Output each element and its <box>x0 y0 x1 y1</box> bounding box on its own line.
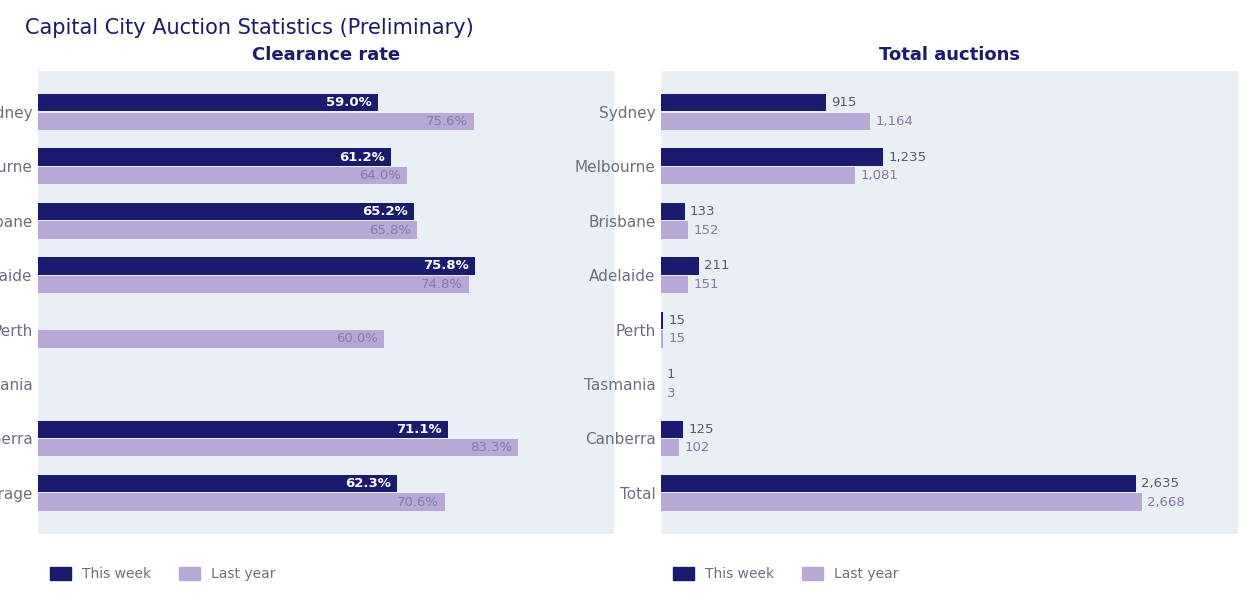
Text: 75.8%: 75.8% <box>424 260 469 272</box>
Text: 2,635: 2,635 <box>1141 477 1179 490</box>
Text: 64.0%: 64.0% <box>359 169 401 182</box>
Text: 151: 151 <box>694 278 719 291</box>
Text: 1,164: 1,164 <box>876 114 914 127</box>
Text: 61.2%: 61.2% <box>339 151 385 164</box>
Text: 152: 152 <box>694 224 719 237</box>
Bar <box>38 113 474 130</box>
Text: 62.3%: 62.3% <box>345 477 391 490</box>
Bar <box>38 439 518 457</box>
Bar <box>660 257 699 275</box>
Text: 65.2%: 65.2% <box>362 205 408 218</box>
Bar <box>38 221 418 239</box>
Text: 15: 15 <box>669 314 686 327</box>
Text: 60.0%: 60.0% <box>336 333 377 345</box>
Text: 1: 1 <box>666 368 675 381</box>
Text: 83.3%: 83.3% <box>470 441 512 454</box>
Text: 65.8%: 65.8% <box>369 224 411 237</box>
Text: 211: 211 <box>704 260 730 272</box>
Legend: This week, Last year: This week, Last year <box>668 562 904 587</box>
Bar <box>660 113 870 130</box>
Bar <box>660 439 679 457</box>
Text: 70.6%: 70.6% <box>398 496 439 509</box>
Text: 75.6%: 75.6% <box>426 114 468 127</box>
Bar <box>38 167 406 184</box>
Text: 915: 915 <box>831 96 856 109</box>
Legend: This week, Last year: This week, Last year <box>45 562 281 587</box>
Bar <box>660 94 825 111</box>
Bar <box>660 167 855 184</box>
Bar <box>660 276 688 293</box>
Bar <box>660 312 664 329</box>
Bar <box>660 203 685 220</box>
Title: Total auctions: Total auctions <box>879 46 1020 64</box>
Text: 71.1%: 71.1% <box>396 423 442 436</box>
Text: 1,081: 1,081 <box>861 169 899 182</box>
Text: 125: 125 <box>689 423 714 436</box>
Bar <box>38 276 469 293</box>
Text: 2,668: 2,668 <box>1148 496 1185 509</box>
Text: 3: 3 <box>666 387 675 400</box>
Bar <box>660 148 884 166</box>
Text: 59.0%: 59.0% <box>326 96 372 109</box>
Bar <box>660 330 664 347</box>
Bar <box>660 493 1141 511</box>
Bar <box>38 475 398 492</box>
Text: Capital City Auction Statistics (Preliminary): Capital City Auction Statistics (Prelimi… <box>25 18 474 38</box>
Text: 1,235: 1,235 <box>889 151 926 164</box>
Bar <box>660 221 688 239</box>
Bar <box>660 420 682 438</box>
Bar <box>38 148 390 166</box>
Text: 15: 15 <box>669 333 686 345</box>
Bar <box>38 94 378 111</box>
Text: 133: 133 <box>690 205 715 218</box>
Title: Clearance rate: Clearance rate <box>253 46 400 64</box>
Bar <box>38 420 447 438</box>
Bar <box>38 203 414 220</box>
Bar <box>38 257 475 275</box>
Bar <box>660 475 1136 492</box>
Bar <box>38 330 384 347</box>
Text: 102: 102 <box>685 441 710 454</box>
Bar <box>38 493 445 511</box>
Text: 74.8%: 74.8% <box>421 278 464 291</box>
